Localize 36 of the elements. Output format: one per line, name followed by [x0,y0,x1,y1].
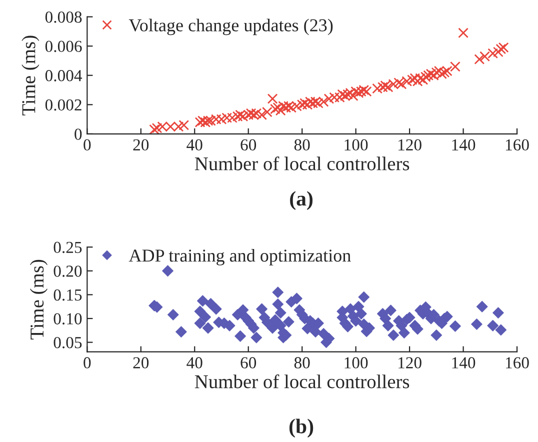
y-tick-label: 0 [74,128,82,140]
y-tick-label: 0.20 [54,266,82,277]
y-tick-label: 0.05 [54,337,82,348]
y-axis-title: Time (ms) [30,260,48,340]
y-tick-label: 0.006 [45,40,82,52]
x-tick-label: 60 [240,139,256,151]
y-axis-title: Time (ms) [22,36,40,116]
legend-label: ADP training and optimization [128,248,351,266]
x-tick-label: 140 [452,357,476,368]
y-tick-label: 0.25 [54,242,82,254]
y-tick-label: 0.008 [45,11,82,23]
x-tick-label: 120 [398,357,422,368]
x-axis-title: Number of local controllers [194,374,410,388]
x-axis-title: Number of local controllers [194,156,410,170]
x-tick-label: 60 [240,357,256,368]
x-tick-label: 100 [344,139,368,151]
x-tick-label: 0 [84,357,91,368]
x-tick-label: 120 [398,139,422,151]
x-tick-label: 20 [133,139,149,151]
legend-label: Voltage change updates (23) [128,18,333,36]
y-tick-label: 0.15 [54,289,82,301]
x-tick-label: 160 [506,357,529,368]
y-tick-label: 0.002 [45,99,82,111]
x-tick-label: 80 [294,139,310,151]
y-tick-label: 0.10 [54,313,82,325]
x-tick-label: 80 [294,357,310,368]
x-tick-label: 160 [506,139,529,151]
x-tick-label: 40 [186,139,202,151]
text: (b) [289,418,314,438]
y-tick-label: 0.004 [45,70,82,82]
x-tick-label: 40 [186,357,202,368]
x-tick-label: 20 [133,357,149,368]
x-tick-label: 140 [452,139,476,151]
x-tick-label: 100 [344,357,368,368]
text: (a) [290,191,313,210]
x-tick-label: 0 [84,139,91,151]
